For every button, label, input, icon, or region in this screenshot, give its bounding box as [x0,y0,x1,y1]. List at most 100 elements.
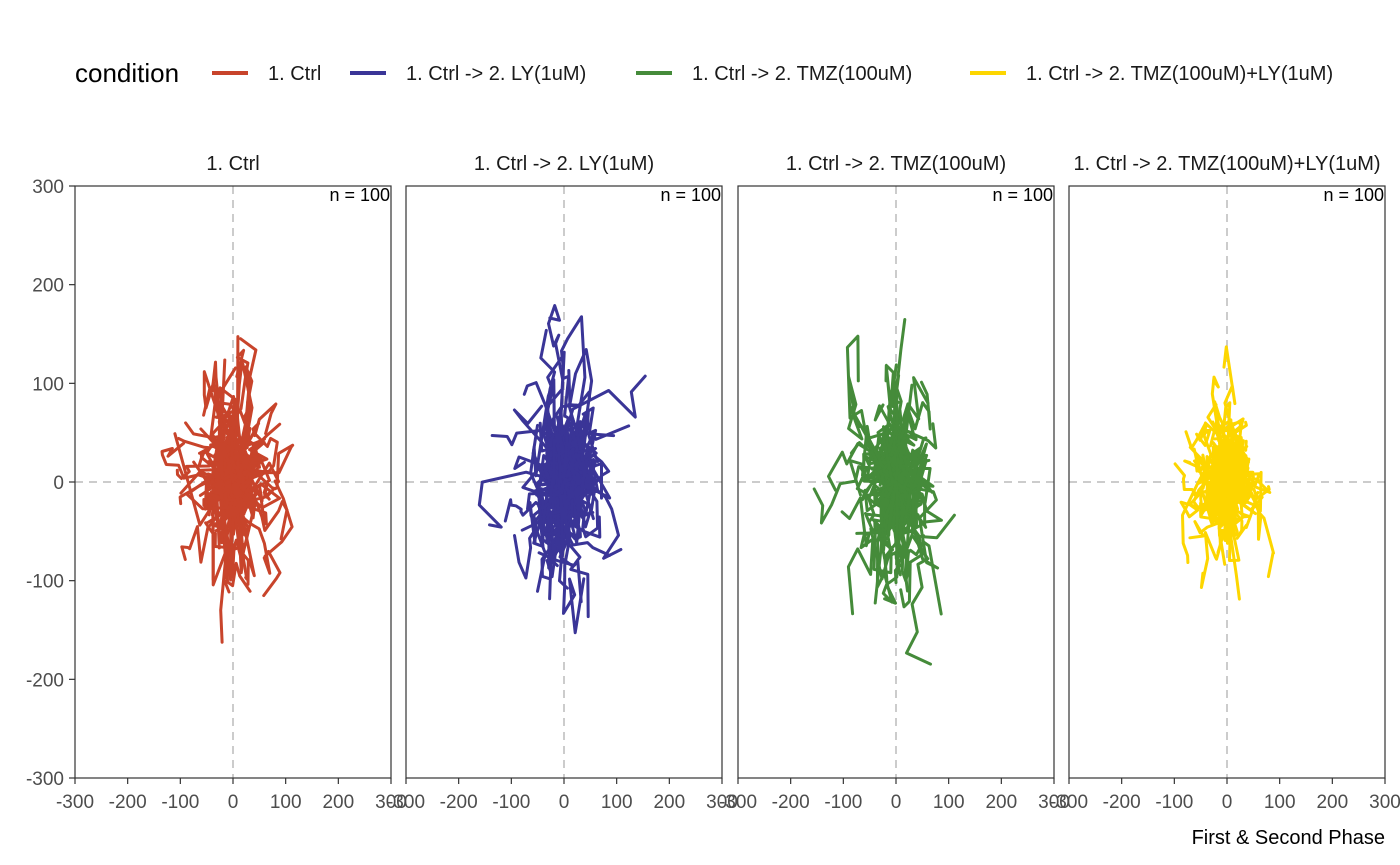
cell-track [547,304,574,484]
track-series [1173,345,1275,601]
panel-3: 1. Ctrl -> 2. TMZ(100uM) n = 100 -300 -200-… [719,153,1070,813]
y-tick-label: -100 [26,572,64,593]
cell-track [894,448,928,491]
legend-item-1: 1. Ctrl [212,63,321,85]
cell-track [230,402,278,484]
track-series [812,318,956,666]
x-tick-label: -200 [1103,792,1141,813]
x-tick-label: 100 [933,792,965,813]
cell-track [1222,436,1254,504]
x-tick-label: 100 [270,792,302,813]
x-tick-label: 300 [1369,792,1400,813]
cell-track [548,350,570,484]
cell-track [199,456,243,511]
facet-strip-label: 1. Ctrl -> 2. TMZ(100uM)+LY(1uM) [1073,153,1380,175]
cell-track [894,480,943,616]
sample-size-annotation: n = 100 [660,185,721,205]
legend-item-3: 1. Ctrl -> 2. TMZ(100uM) [636,63,912,85]
cell-track [859,480,898,575]
x-tick-label: -300 [1050,792,1088,813]
x-tick-label: 0 [1222,792,1233,813]
cell-track [207,480,251,506]
legend-item-2: 1. Ctrl -> 2. LY(1uM) [350,63,586,85]
cell-track [887,424,907,495]
x-tick-label: 0 [559,792,570,813]
cell-track [503,480,566,523]
legend-label: 1. Ctrl -> 2. LY(1uM) [406,63,586,85]
cell-track [231,480,282,598]
x-tick-label: -100 [161,792,199,813]
cell-track [230,469,268,526]
x-tick-label: 300 [1038,792,1070,813]
cell-track [847,375,898,484]
cell-track [846,480,898,616]
cell-track [548,431,568,504]
x-tick-label: 0 [891,792,902,813]
cell-track [845,334,898,484]
x-tick-label: -100 [492,792,530,813]
x-tick-label: 200 [653,792,685,813]
y-tick-label: 300 [32,177,64,198]
x-tick-label: 100 [601,792,633,813]
cell-track [1225,480,1275,579]
legend-title: condition [75,58,179,88]
x-tick-label: -100 [1155,792,1193,813]
cell-track [562,406,600,484]
x-tick-label: -300 [56,792,94,813]
cell-track [528,480,566,593]
x-tick-label: -300 [719,792,757,813]
cell-track [1188,480,1234,540]
sample-size-annotation: n = 100 [992,185,1053,205]
x-tick-label: -200 [772,792,810,813]
cell-track [562,422,587,513]
cell-track [215,386,250,484]
legend-item-4: 1. Ctrl -> 2. TMZ(100uM)+LY(1uM) [970,63,1333,85]
cell-track [894,480,932,666]
cell-track [160,441,235,485]
cell-track [848,452,898,497]
cell-track [855,467,898,513]
cell-track [1212,450,1240,484]
panel-1: 1. Ctrl n = 100 -300 -200 -100 0 100 200 300 -300… [26,153,407,813]
cell-track [197,451,235,491]
x-tick-label: 300 [706,792,738,813]
track-series [477,304,647,635]
cell-track [1210,375,1230,484]
y-tick-label: 100 [32,374,64,395]
cell-track [882,318,907,484]
cell-track [873,477,898,542]
cell-track [562,452,596,516]
x-tick-label: 100 [1264,792,1296,813]
x-tick-label: 200 [322,792,354,813]
y-tick-label: 200 [32,276,64,297]
cell-track [532,471,574,548]
cell-track [1199,480,1229,518]
cell-track [218,415,240,484]
panel-2: 1. Ctrl -> 2. LY(1uM) n = 100 -300 -200 -100… [387,153,738,813]
track-series [160,335,295,644]
cell-track [562,480,586,635]
legend-label: 1. Ctrl -> 2. TMZ(100uM)+LY(1uM) [1026,63,1333,85]
x-tick-label: -100 [824,792,862,813]
x-tick-label: -300 [387,792,425,813]
sample-size-annotation: n = 100 [329,185,390,205]
cell-track [1195,421,1229,484]
y-tick-label: -300 [26,769,64,790]
x-tick-label: 0 [228,792,239,813]
sample-size-annotation: n = 100 [1323,185,1384,205]
cell-track [812,465,898,525]
x-tick-label: 300 [375,792,407,813]
x-tick-label: 200 [1316,792,1348,813]
cell-track [522,378,566,484]
x-tick-label: 200 [985,792,1017,813]
cell-track [1173,453,1229,498]
facet-strip-label: 1. Ctrl [206,153,259,175]
cell-track [202,370,235,484]
x-tick-label: -200 [440,792,478,813]
legend: condition 1. Ctrl 1. Ctrl -> 2. LY(1uM) 1.… [75,58,1333,88]
legend-label: 1. Ctrl [268,63,321,85]
y-tick-label: -200 [26,670,64,691]
x-axis-caption: First & Second Phase [1192,827,1385,849]
